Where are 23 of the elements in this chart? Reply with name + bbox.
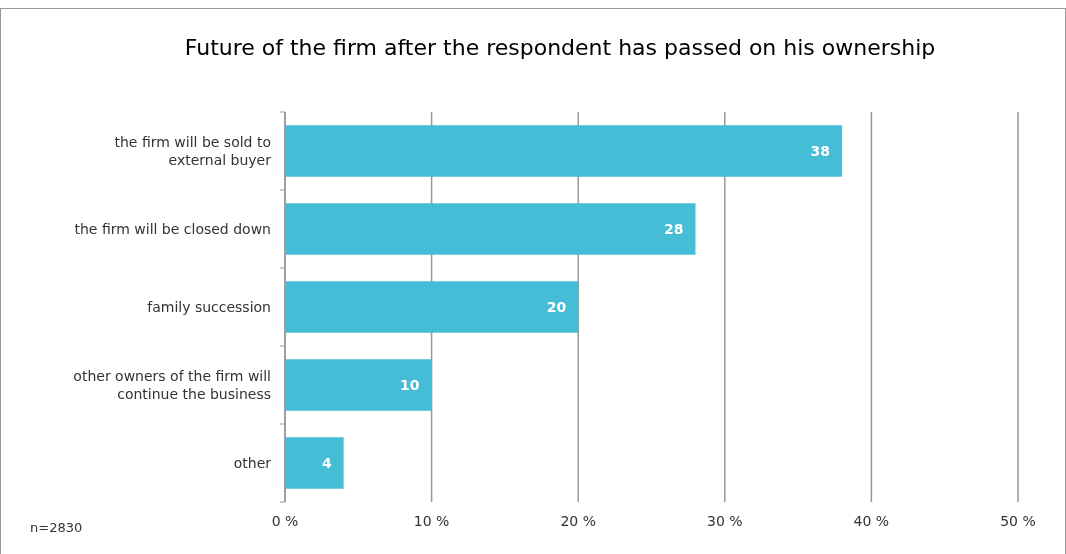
bar bbox=[285, 359, 432, 411]
bar bbox=[285, 281, 579, 333]
y-tick-label: other owners of the firm will continue the business bbox=[73, 368, 271, 402]
x-tick-label: 20 % bbox=[560, 513, 596, 529]
x-tick-label: 50 % bbox=[1000, 513, 1036, 529]
y-tick-label: family succession bbox=[147, 299, 271, 315]
x-tick-label: 30 % bbox=[707, 513, 743, 529]
x-tick-label: 40 % bbox=[853, 513, 890, 529]
x-tick-label: 0 % bbox=[271, 513, 299, 529]
bar bbox=[285, 125, 843, 177]
x-tick-label: 10 % bbox=[413, 513, 450, 529]
data-label: 4 bbox=[321, 455, 332, 471]
data-label: 20 bbox=[546, 299, 567, 315]
bar bbox=[285, 203, 696, 255]
y-tick-label: the firm will be closed down bbox=[74, 221, 271, 237]
data-label: 28 bbox=[664, 221, 684, 237]
chart-title: Future of the firm after the respondent has passed on his ownership bbox=[184, 35, 936, 60]
bar bbox=[285, 437, 344, 489]
data-label: 38 bbox=[810, 143, 831, 159]
text: n=2830 bbox=[30, 520, 83, 535]
data-label: 10 bbox=[400, 377, 420, 393]
y-tick-label: the firm will be sold to external buyer bbox=[114, 134, 272, 168]
y-tick-label: other bbox=[233, 455, 272, 471]
